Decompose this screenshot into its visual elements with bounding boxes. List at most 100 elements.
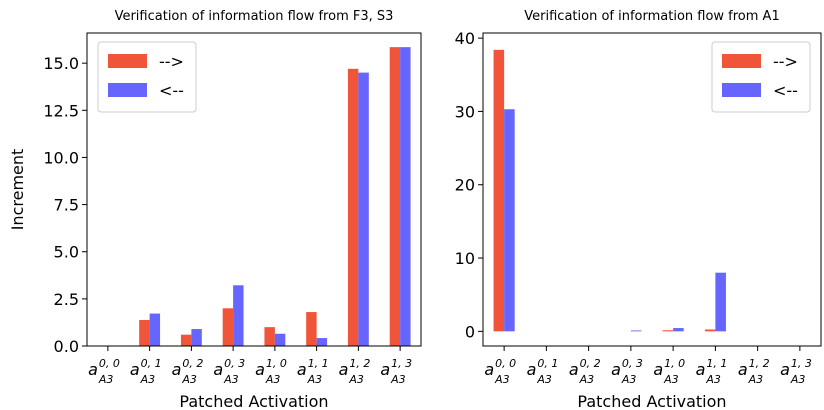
x-tick-superscript: 0, 1 [537, 357, 558, 370]
bar-backward-2 [191, 329, 202, 346]
x-tick-subscript: A3 [663, 373, 679, 386]
y-tick-label: 20 [455, 176, 475, 195]
bar-forward-6 [347, 68, 359, 346]
bar-forward-5 [704, 329, 716, 332]
x-tick-subscript: A3 [579, 373, 595, 386]
legend-label-forward: --> [773, 52, 798, 71]
chart-panel-right: Verification of information flow from A1… [455, 9, 822, 410]
x-axis-label: Patched Activation [179, 392, 328, 410]
chart-panel-left: Verification of information flow from F3… [8, 9, 422, 410]
x-tick-label: a 0, 3 A3 [611, 357, 643, 386]
x-tick-base: a [653, 360, 663, 379]
bar-backward-3 [233, 285, 244, 346]
x-tick-label: a 1, 1 A3 [696, 357, 728, 386]
bar-backward-0 [504, 109, 515, 332]
x-tick-label: a 0, 1 A3 [527, 357, 559, 386]
x-tick-label: a 0, 0 A3 [484, 357, 516, 386]
x-tick-subscript: A3 [98, 373, 114, 386]
legend: --> <-- [711, 41, 811, 113]
x-tick-base: a [738, 360, 748, 379]
y-tick-label: 12.5 [43, 101, 79, 120]
legend-swatch-backward [108, 83, 147, 97]
x-tick-superscript: 1, 2 [349, 357, 370, 370]
x-tick-label: a 0, 2 A3 [569, 357, 601, 386]
x-tick-superscript: 0, 2 [580, 357, 601, 370]
x-tick-base: a [527, 360, 537, 379]
y-tick-label: 7.5 [54, 196, 79, 215]
bar-backward-7 [400, 47, 411, 346]
bar-forward-5 [306, 312, 317, 346]
chart-title: Verification of information flow from A1 [524, 9, 779, 24]
x-tick-base: a [297, 360, 307, 379]
x-tick-label: a 1, 1 A3 [297, 357, 329, 386]
plot-frame [86, 32, 422, 347]
x-tick-subscript: A3 [140, 373, 156, 386]
x-tick-label: a 0, 1 A3 [130, 357, 162, 386]
legend-label-backward: <-- [159, 81, 184, 100]
bar-backward-5 [316, 338, 328, 346]
x-tick-superscript: 0, 3 [622, 357, 643, 370]
x-tick-superscript: 0, 2 [182, 357, 203, 370]
x-tick-base: a [172, 360, 182, 379]
legend-swatch-forward [722, 54, 761, 68]
x-tick-subscript: A3 [621, 373, 637, 386]
x-tick-base: a [255, 360, 265, 379]
x-axis-label: Patched Activation [577, 392, 726, 410]
x-tick-label: a 1, 0 A3 [255, 357, 287, 386]
bar-forward-4 [264, 327, 275, 346]
legend-swatch-forward [108, 54, 147, 68]
x-tick-subscript: A3 [790, 373, 806, 386]
x-tick-superscript: 0, 0 [495, 357, 516, 370]
x-tick-base: a [780, 360, 790, 379]
y-tick-label: 10.0 [43, 148, 79, 167]
x-tick-base: a [569, 360, 579, 379]
x-tick-superscript: 1, 1 [706, 357, 727, 370]
y-tick-label: 30 [455, 102, 475, 121]
x-tick-subscript: A3 [705, 373, 721, 386]
y-tick-label: 40 [455, 29, 475, 48]
legend-label-backward: <-- [773, 81, 798, 100]
x-tick-subscript: A3 [390, 373, 406, 386]
x-tick-label: a 1, 3 A3 [380, 357, 412, 386]
bar-backward-4 [274, 333, 286, 346]
x-tick-superscript: 1, 3 [791, 357, 812, 370]
bar-forward-2 [180, 334, 192, 346]
x-tick-base: a [130, 360, 140, 379]
x-tick-subscript: A3 [223, 373, 239, 386]
x-tick-superscript: 1, 2 [749, 357, 770, 370]
x-tick-label: a 1, 2 A3 [339, 357, 371, 386]
x-tick-label: a 0, 0 A3 [88, 357, 120, 386]
x-tick-subscript: A3 [748, 373, 764, 386]
y-axis-label: Increment [8, 149, 27, 231]
x-tick-subscript: A3 [307, 373, 323, 386]
bar-backward-5 [715, 272, 726, 332]
x-tick-label: a 0, 2 A3 [172, 357, 204, 386]
x-tick-label: a 0, 3 A3 [213, 357, 245, 386]
bar-forward-1 [139, 319, 150, 346]
x-tick-superscript: 1, 0 [266, 357, 287, 370]
y-tick-label: 10 [455, 249, 475, 268]
bar-backward-6 [358, 72, 369, 347]
x-tick-label: a 1, 2 A3 [738, 357, 770, 386]
x-tick-base: a [611, 360, 621, 379]
x-tick-superscript: 0, 1 [141, 357, 162, 370]
bar-backward-4 [673, 328, 684, 332]
bar-forward-7 [389, 47, 401, 346]
y-tick-label: 5.0 [54, 243, 79, 262]
bar-backward-3 [630, 330, 642, 332]
x-tick-subscript: A3 [494, 373, 510, 386]
bar-backward-1 [149, 313, 161, 346]
bar-forward-0 [493, 49, 505, 332]
y-tick-label: 15.0 [43, 54, 79, 73]
x-tick-subscript: A3 [348, 373, 364, 386]
x-tick-base: a [696, 360, 706, 379]
x-tick-subscript: A3 [265, 373, 281, 386]
x-tick-base: a [213, 360, 223, 379]
chart-title: Verification of information flow from F3… [115, 9, 394, 24]
x-tick-base: a [339, 360, 349, 379]
legend-label-forward: --> [159, 52, 184, 71]
x-tick-superscript: 1, 1 [308, 357, 329, 370]
x-tick-superscript: 1, 3 [391, 357, 412, 370]
plot-frame [482, 32, 822, 347]
x-tick-base: a [380, 360, 390, 379]
